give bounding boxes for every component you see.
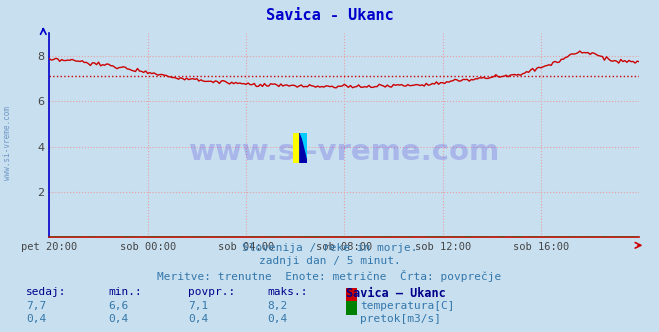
Text: zadnji dan / 5 minut.: zadnji dan / 5 minut. — [258, 256, 401, 266]
Text: sedaj:: sedaj: — [26, 287, 67, 297]
Text: min.:: min.: — [109, 287, 142, 297]
Text: 7,7: 7,7 — [26, 301, 47, 311]
Text: 7,1: 7,1 — [188, 301, 208, 311]
Text: povpr.:: povpr.: — [188, 287, 235, 297]
Text: 6,6: 6,6 — [109, 301, 129, 311]
Text: 0,4: 0,4 — [109, 314, 129, 324]
Text: 0,4: 0,4 — [267, 314, 287, 324]
Bar — [293, 133, 300, 163]
Polygon shape — [300, 133, 307, 163]
Text: 0,4: 0,4 — [188, 314, 208, 324]
Text: 8,2: 8,2 — [267, 301, 287, 311]
Polygon shape — [300, 133, 307, 148]
Text: maks.:: maks.: — [267, 287, 307, 297]
Text: temperatura[C]: temperatura[C] — [360, 301, 455, 311]
Text: Savica - Ukanc: Savica - Ukanc — [266, 8, 393, 23]
Text: Meritve: trenutne  Enote: metrične  Črta: povprečje: Meritve: trenutne Enote: metrične Črta: … — [158, 270, 501, 282]
Polygon shape — [300, 133, 307, 163]
Text: Slovenija / reke in morje.: Slovenija / reke in morje. — [242, 243, 417, 253]
Text: 0,4: 0,4 — [26, 314, 47, 324]
Text: Savica – Ukanc: Savica – Ukanc — [346, 287, 445, 300]
Text: www.si-vreme.com: www.si-vreme.com — [188, 138, 500, 166]
Text: pretok[m3/s]: pretok[m3/s] — [360, 314, 442, 324]
Text: www.si-vreme.com: www.si-vreme.com — [3, 106, 13, 180]
